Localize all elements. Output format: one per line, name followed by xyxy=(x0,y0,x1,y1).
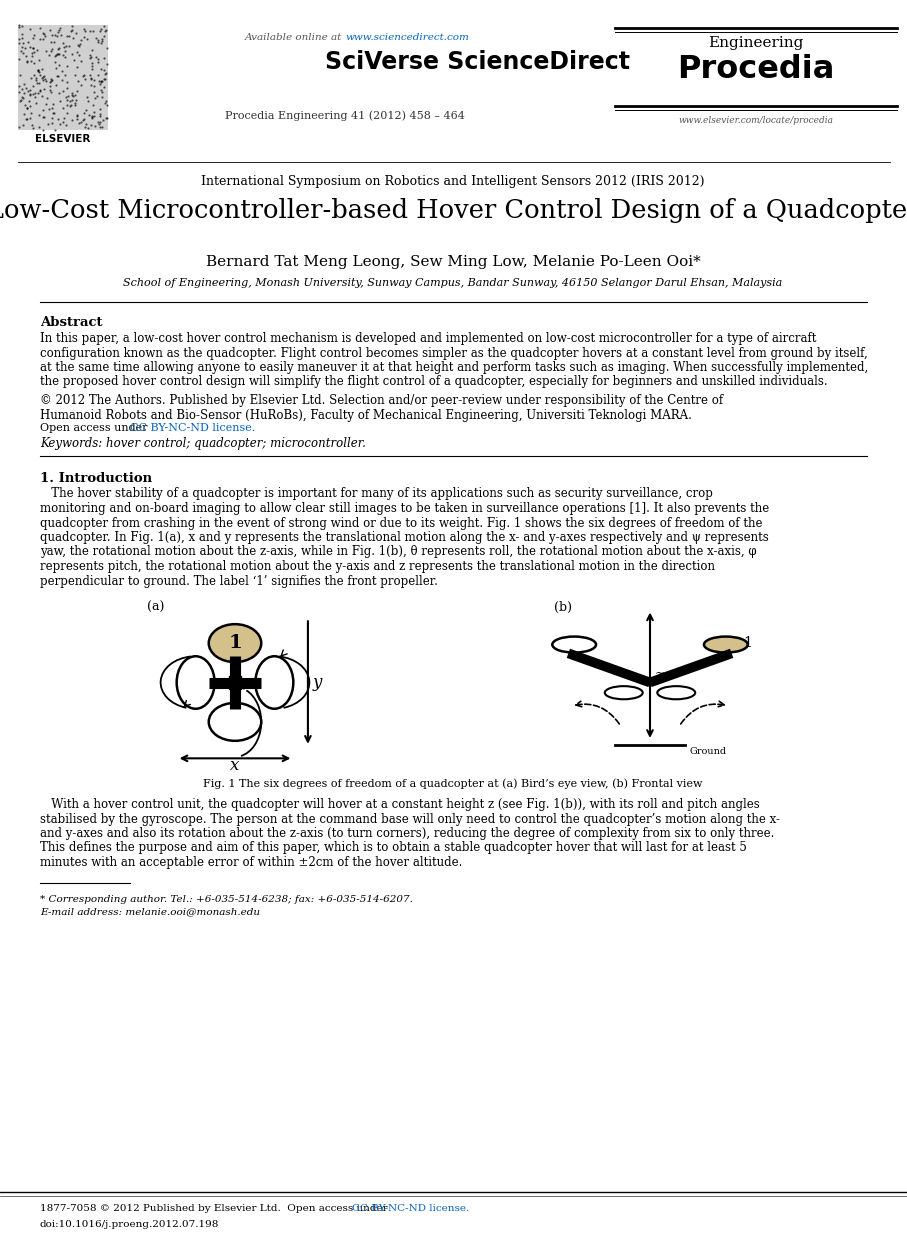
Ellipse shape xyxy=(605,686,643,699)
Ellipse shape xyxy=(177,656,215,708)
Text: 1: 1 xyxy=(744,636,752,650)
Text: The hover stability of a quadcopter is important for many of its applications su: The hover stability of a quadcopter is i… xyxy=(40,488,713,500)
Text: x: x xyxy=(230,758,239,774)
Text: CC BY-NC-ND license.: CC BY-NC-ND license. xyxy=(130,423,255,433)
Text: In this paper, a low-cost hover control mechanism is developed and implemented o: In this paper, a low-cost hover control … xyxy=(40,332,816,345)
Text: This defines the purpose and aim of this paper, which is to obtain a stable quad: This defines the purpose and aim of this… xyxy=(40,842,746,854)
Text: With a hover control unit, the quadcopter will hover at a constant height z (see: With a hover control unit, the quadcopte… xyxy=(40,799,760,811)
Text: (b): (b) xyxy=(554,600,571,614)
Bar xyxy=(18,25,108,130)
Text: represents pitch, the rotational motion about the y-axis and z represents the tr: represents pitch, the rotational motion … xyxy=(40,560,715,573)
Text: perpendicular to ground. The label ‘1’ signifies the front propeller.: perpendicular to ground. The label ‘1’ s… xyxy=(40,574,438,588)
Ellipse shape xyxy=(704,636,747,652)
Text: E-mail address: melanie.ooi@monash.edu: E-mail address: melanie.ooi@monash.edu xyxy=(40,907,260,916)
Text: Humanoid Robots and Bio-Sensor (HuRoBs), Faculty of Mechanical Engineering, Univ: Humanoid Robots and Bio-Sensor (HuRoBs),… xyxy=(40,409,692,421)
Ellipse shape xyxy=(658,686,695,699)
Text: www.sciencedirect.com: www.sciencedirect.com xyxy=(345,33,469,42)
Text: z: z xyxy=(654,669,663,685)
Text: Open access under: Open access under xyxy=(40,423,151,433)
Text: School of Engineering, Monash University, Sunway Campus, Bandar Sunway, 46150 Se: School of Engineering, Monash University… xyxy=(123,279,783,288)
Text: * Corresponding author. Tel.: +6-035-514-6238; fax: +6-035-514-6207.: * Corresponding author. Tel.: +6-035-514… xyxy=(40,895,413,904)
Text: International Symposium on Robotics and Intelligent Sensors 2012 (IRIS 2012): International Symposium on Robotics and … xyxy=(201,175,705,188)
Text: Bernard Tat Meng Leong, Sew Ming Low, Melanie Po-Leen Ooi*: Bernard Tat Meng Leong, Sew Ming Low, Me… xyxy=(206,255,700,269)
Text: quadcopter. In Fig. 1(a), x and y represents the translational motion along the : quadcopter. In Fig. 1(a), x and y repres… xyxy=(40,531,769,543)
Text: SciVerse ScienceDirect: SciVerse ScienceDirect xyxy=(325,50,630,74)
Text: Procedia Engineering 41 (2012) 458 – 464: Procedia Engineering 41 (2012) 458 – 464 xyxy=(225,110,465,120)
Text: ELSEVIER: ELSEVIER xyxy=(35,134,91,144)
Ellipse shape xyxy=(209,703,261,740)
Text: configuration known as the quadcopter. Flight control becomes simpler as the qua: configuration known as the quadcopter. F… xyxy=(40,347,868,359)
Ellipse shape xyxy=(209,624,261,662)
Text: yaw, the rotational motion about the z-axis, while in Fig. 1(b), θ represents ro: yaw, the rotational motion about the z-a… xyxy=(40,546,756,558)
Text: Procedia: Procedia xyxy=(678,54,834,85)
Text: Low-Cost Microcontroller-based Hover Control Design of a Quadcopter: Low-Cost Microcontroller-based Hover Con… xyxy=(0,198,907,223)
Text: and y-axes and also its rotation about the z-axis (to turn corners), reducing th: and y-axes and also its rotation about t… xyxy=(40,827,775,841)
Text: monitoring and on-board imaging to allow clear still images to be taken in surve: monitoring and on-board imaging to allow… xyxy=(40,501,769,515)
Text: doi:10.1016/j.proeng.2012.07.198: doi:10.1016/j.proeng.2012.07.198 xyxy=(40,1219,219,1229)
Text: stabilised by the gyroscope. The person at the command base will only need to co: stabilised by the gyroscope. The person … xyxy=(40,812,780,826)
Text: CC BY-NC-ND license.: CC BY-NC-ND license. xyxy=(352,1205,469,1213)
Text: the proposed hover control design will simplify the flight control of a quadcopt: the proposed hover control design will s… xyxy=(40,375,827,389)
Ellipse shape xyxy=(552,636,596,652)
Text: (a): (a) xyxy=(148,600,165,614)
Bar xyxy=(229,676,241,688)
Text: Keywords: hover control; quadcopter; microcontroller.: Keywords: hover control; quadcopter; mic… xyxy=(40,437,366,451)
Text: 1877-7058 © 2012 Published by Elsevier Ltd.  Open access under: 1877-7058 © 2012 Published by Elsevier L… xyxy=(40,1205,391,1213)
Text: Available online at: Available online at xyxy=(245,33,345,42)
Text: 1. Introduction: 1. Introduction xyxy=(40,472,152,484)
Text: minutes with an acceptable error of within ±2cm of the hover altitude.: minutes with an acceptable error of with… xyxy=(40,855,463,869)
Text: www.elsevier.com/locate/procedia: www.elsevier.com/locate/procedia xyxy=(678,116,834,125)
Text: Ground: Ground xyxy=(689,747,727,755)
Text: y: y xyxy=(312,673,322,691)
Text: quadcopter from crashing in the event of strong wind or due to its weight. Fig. : quadcopter from crashing in the event of… xyxy=(40,516,763,530)
Text: Fig. 1 The six degrees of freedom of a quadcopter at (a) Bird’s eye view, (b) Fr: Fig. 1 The six degrees of freedom of a q… xyxy=(203,777,703,789)
Text: at the same time allowing anyone to easily maneuver it at that height and perfor: at the same time allowing anyone to easi… xyxy=(40,361,868,374)
Text: © 2012 The Authors. Published by Elsevier Ltd. Selection and/or peer-review unde: © 2012 The Authors. Published by Elsevie… xyxy=(40,394,723,407)
Ellipse shape xyxy=(256,656,293,708)
Text: 1: 1 xyxy=(229,634,242,652)
Text: Abstract: Abstract xyxy=(40,316,102,329)
Text: Engineering: Engineering xyxy=(708,36,804,50)
